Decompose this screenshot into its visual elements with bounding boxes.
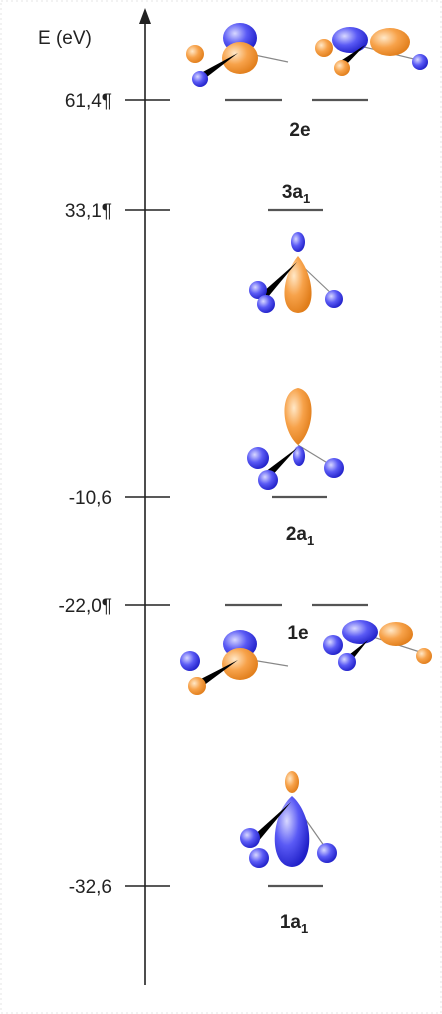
shape — [188, 677, 206, 695]
orbital-1a1 — [240, 771, 337, 868]
shape — [325, 290, 343, 308]
shape — [247, 447, 269, 469]
tick-label: -22,0¶ — [58, 596, 112, 617]
shape — [275, 796, 310, 867]
label-part: 1 — [301, 921, 308, 936]
level-label: 1e — [287, 623, 308, 644]
frame — [1, 1, 441, 1013]
label-part: 1a — [280, 912, 302, 933]
shape — [338, 653, 356, 671]
shape — [293, 446, 305, 466]
shape — [257, 295, 275, 313]
level-label: 1a1 — [280, 912, 308, 936]
shape — [240, 828, 260, 848]
shape — [323, 635, 343, 655]
tick-label: -10,6 — [69, 488, 112, 509]
axis-arrow — [139, 8, 151, 24]
shape — [186, 45, 204, 63]
orbital-1e-left — [180, 630, 288, 695]
ticks: 61,4¶ 33,1¶ -10,6 -22,0¶ -32,6 — [58, 91, 170, 898]
shape — [249, 848, 269, 868]
tick-label: -32,6 — [69, 877, 112, 898]
shape — [317, 843, 337, 863]
label-part: 1 — [307, 533, 314, 548]
shape — [180, 651, 200, 671]
shape — [284, 388, 311, 445]
shape — [324, 458, 344, 478]
shape — [332, 27, 368, 53]
label-part: 1 — [303, 191, 310, 206]
label-part: 2e — [289, 120, 310, 141]
level-label: 2e — [289, 120, 310, 141]
tick-label: 61,4¶ — [65, 91, 112, 112]
shape — [412, 54, 428, 70]
tick-label: 33,1¶ — [65, 201, 112, 222]
label-part: 2a — [286, 524, 308, 545]
label-part: 1e — [287, 623, 308, 644]
orbital-2e-right — [315, 27, 428, 76]
mo-diagram: E (eV) 61,4¶ 33,1¶ -10,6 -22,0¶ -32,6 2e… — [0, 0, 442, 1014]
shape — [222, 42, 258, 74]
shape — [192, 71, 208, 87]
label-part: 3a — [282, 182, 304, 203]
shape — [285, 771, 299, 793]
orbital-3a1 — [249, 232, 343, 313]
level-label: 3a1 — [282, 182, 310, 206]
shape — [222, 648, 258, 680]
shape — [315, 39, 333, 57]
shape — [334, 60, 350, 76]
shape — [291, 232, 305, 252]
shape — [379, 622, 413, 646]
shape — [284, 256, 311, 313]
level-label: 2a1 — [286, 524, 314, 548]
orbital-2a1 — [247, 388, 344, 490]
shape — [342, 620, 378, 644]
shape — [258, 470, 278, 490]
shape — [370, 28, 410, 56]
shape — [416, 648, 432, 664]
orbital-1e-right — [323, 620, 432, 671]
axis-label: E (eV) — [38, 28, 92, 49]
orbital-2e-left — [186, 23, 288, 87]
